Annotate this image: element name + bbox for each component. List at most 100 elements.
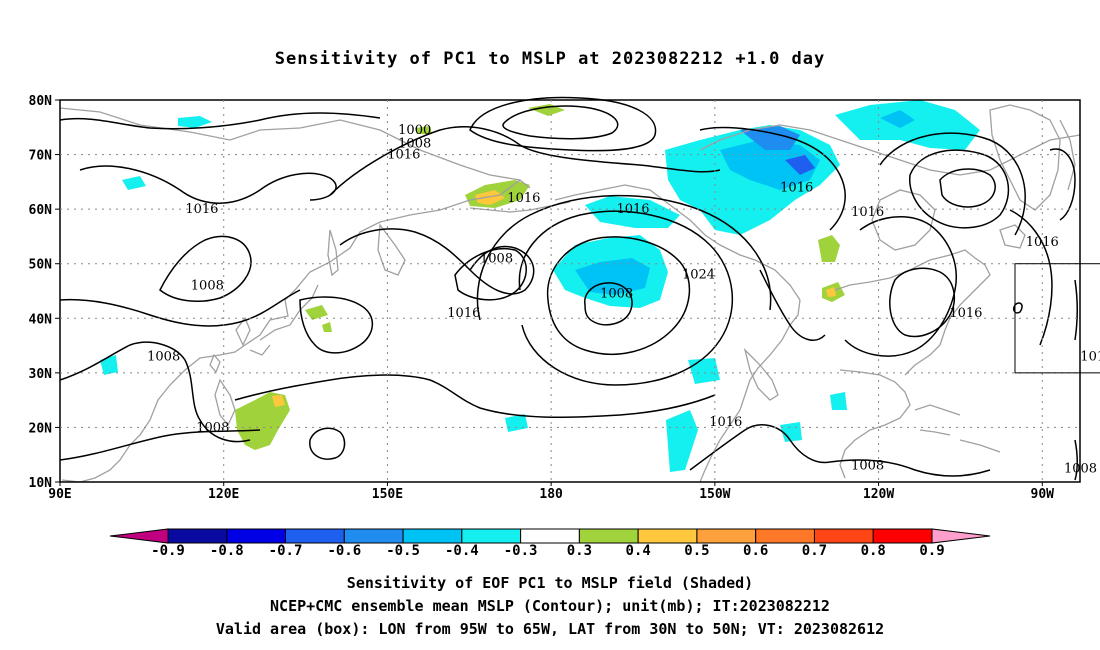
coastline-baja (743, 347, 779, 401)
colorbar-segment (578, 528, 639, 544)
contour-1016-high-ring (518, 210, 733, 386)
contour-1016-atlantic-south (1074, 439, 1078, 481)
colorbar-segment (343, 528, 404, 544)
contour-1016-siberia (59, 112, 381, 130)
colorbar-segment (285, 528, 345, 544)
contour-1016-central-pacific (234, 374, 716, 419)
coastline-arctic-canada (699, 124, 1081, 176)
contour-1024-high-outer (546, 236, 691, 355)
colorbar-segment (226, 528, 287, 544)
colorbar-segment (696, 528, 757, 544)
shade-negative-region (122, 176, 146, 190)
contour-1016-asia-ridge (59, 289, 301, 327)
contour-label: 1008 (851, 459, 884, 474)
colorbar-label: -0.7 (268, 543, 303, 559)
contour-1008-mexico (689, 424, 831, 471)
contour-label: 1016 (851, 205, 884, 220)
contour-1016-canada (699, 126, 846, 231)
contour-label: 1008 (191, 279, 224, 294)
lat-tick-label: 40N (29, 312, 53, 327)
contour-label: 1016 (616, 202, 649, 217)
lon-tick-label: 120W (863, 487, 894, 502)
colorbar-label: -0.5 (386, 543, 420, 559)
colorbar-label: 0.4 (625, 543, 651, 559)
colorbar-segment (637, 528, 698, 544)
shade-negative-region (830, 392, 847, 410)
contour-1008-caribbean (829, 459, 991, 477)
coastline-newfoundland (999, 224, 1026, 249)
contour-1008-greenland-low (909, 149, 1010, 229)
contour-label: 1008 (398, 137, 431, 152)
lat-tick-label: 30N (29, 367, 53, 382)
contour-1008-east-asia (59, 341, 251, 443)
footer-line-2: NCEP+CMC ensemble mean MSLP (Contour); u… (270, 597, 830, 615)
contour-1000-north-pacific (502, 105, 619, 140)
lon-tick-label: 90E (48, 487, 71, 502)
colorbar-label: -0.4 (444, 543, 479, 559)
lat-tick-label: 10N (29, 476, 53, 491)
shade-positive-region (305, 305, 328, 320)
contour-label: 1024 (682, 268, 715, 283)
shade-negative-region (740, 126, 800, 150)
map-frame (59, 99, 1081, 483)
contour-label: 1016 (1026, 235, 1059, 250)
colorbar-label: 0.8 (860, 543, 886, 559)
colorbar-segment (813, 528, 874, 544)
shade-negative-region (720, 140, 820, 190)
coastline-caribbean (914, 404, 1001, 453)
contour-1008-asia-low (159, 235, 252, 303)
coastline-greenland (989, 104, 1061, 211)
shade-negative-region (505, 414, 528, 432)
lon-tick-label: 90W (1031, 487, 1055, 502)
lon-tick-label: 150W (699, 487, 730, 502)
coastline-alaska (554, 184, 801, 301)
contour-1016-eastern-us (844, 216, 957, 357)
shade-positive-region (826, 287, 836, 297)
contour-1016-asia (79, 165, 337, 204)
contour-label: 1016 (949, 306, 982, 321)
colorbar-segment (461, 528, 522, 544)
contour-label: 1000 (398, 123, 431, 138)
contour-1000-greenland-low (939, 168, 996, 208)
contour-label: 1008 (196, 420, 229, 435)
colorbar-segment (755, 528, 815, 544)
contour-1016-north-pacific (329, 126, 721, 196)
colorbar (109, 528, 991, 544)
gridlines (60, 100, 1080, 482)
shade-positive-region (272, 395, 285, 407)
contour-1016-atlantic (1009, 209, 1053, 346)
contour-label: 1016 (507, 191, 540, 206)
lat-tick-label: 80N (29, 94, 53, 109)
shade-negative-region (880, 110, 915, 128)
chart-title: Sensitivity of PC1 to MSLP at 2023082212… (274, 49, 826, 69)
shade-positive-region (818, 235, 840, 262)
colorbar-segment (167, 528, 228, 544)
coastline-gulf-of-mexico (839, 369, 911, 479)
contour-label: 1016 (709, 415, 742, 430)
colorbar-label: -0.3 (503, 543, 538, 559)
lat-tick-label: 50N (29, 258, 53, 273)
colorbar-label: -0.6 (327, 543, 362, 559)
shade-negative-region (835, 100, 980, 150)
shade-negative-region (666, 410, 698, 472)
shade-positive-region (322, 322, 332, 332)
contour-1016-atlantic-ring (1049, 148, 1076, 221)
colorbar-label: 0.6 (743, 543, 769, 559)
colorbar-right-arrow (931, 528, 991, 544)
contour-label: 1016 (447, 306, 480, 321)
lat-tick-label: 60N (29, 203, 53, 218)
colorbar-label: 0.7 (801, 543, 828, 559)
contour-1008-aleutian-low (339, 228, 535, 295)
contour-labels: 1000100810161016101610161016101610161016… (147, 123, 1100, 476)
contour-1016-west-us (759, 269, 826, 341)
lat-tick-label: 20N (29, 421, 53, 436)
coastline-kamchatka (377, 223, 406, 276)
contour-1016-small-atlantic (1013, 302, 1023, 314)
coastlines (59, 104, 1081, 483)
contour-1024-high-inner (584, 282, 633, 326)
shade-negative-region (575, 258, 650, 295)
lat-tick-label: 70N (29, 149, 53, 164)
colorbar-label: 0.5 (684, 543, 710, 559)
shade-negative-region (178, 116, 212, 128)
